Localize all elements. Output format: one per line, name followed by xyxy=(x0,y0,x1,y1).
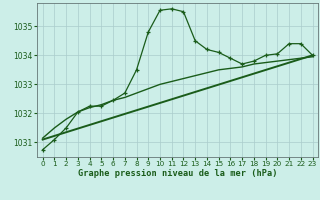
X-axis label: Graphe pression niveau de la mer (hPa): Graphe pression niveau de la mer (hPa) xyxy=(78,169,277,178)
